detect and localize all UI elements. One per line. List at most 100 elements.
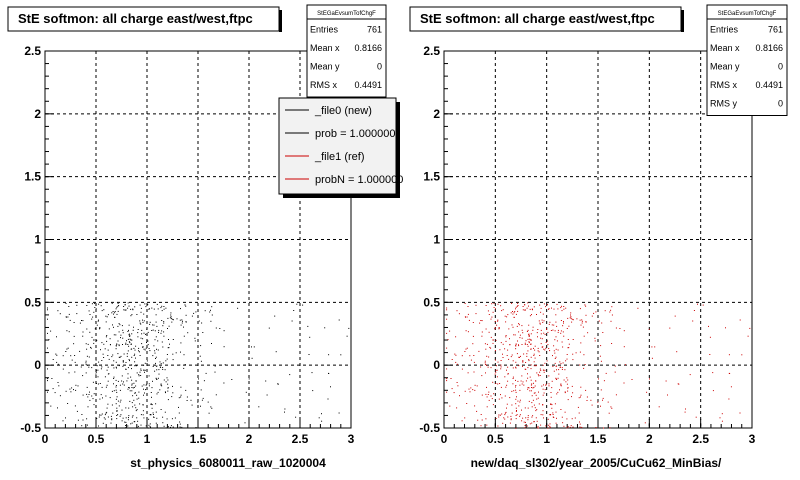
left-data-point	[73, 389, 74, 391]
right-data-point	[563, 425, 565, 427]
right-data-point	[519, 399, 521, 401]
left-data-point	[137, 336, 139, 338]
left-data-point	[161, 320, 163, 321]
right-data-point	[611, 314, 613, 316]
right-data-point	[514, 334, 516, 336]
left-data-point	[205, 372, 207, 374]
right-data-point	[490, 367, 492, 369]
right-data-point	[594, 340, 596, 342]
right-data-point	[527, 388, 529, 390]
left-data-point	[162, 422, 164, 424]
left-data-point	[201, 322, 203, 324]
left-data-point	[145, 333, 146, 335]
left-data-point	[77, 385, 79, 387]
left-data-point	[162, 416, 164, 418]
right-data-point	[519, 389, 521, 391]
left-data-point	[148, 308, 150, 310]
left-data-point	[155, 403, 157, 405]
right-stats-row-value: 0.8166	[755, 43, 783, 53]
right-data-point	[555, 377, 557, 379]
right-data-point	[522, 360, 524, 362]
left-data-point	[101, 413, 103, 415]
right-data-point	[529, 376, 531, 378]
right-data-point	[492, 404, 494, 406]
right-data-point	[454, 353, 456, 355]
right-data-point	[465, 330, 467, 332]
left-data-point	[93, 342, 95, 344]
left-data-point	[291, 320, 293, 322]
left-data-point	[116, 396, 118, 398]
right-data-point	[591, 404, 593, 406]
right-stats-row-value: 0	[778, 62, 783, 72]
right-data-point	[566, 358, 568, 360]
left-data-point	[121, 375, 123, 377]
left-data-point	[150, 426, 151, 428]
right-data-point	[585, 389, 587, 391]
left-data-point	[135, 357, 136, 359]
left-data-point	[57, 310, 59, 312]
left-data-point	[108, 358, 110, 360]
left-data-point	[139, 322, 141, 324]
left-data-point	[112, 412, 114, 414]
left-y-tick-label: 0.5	[24, 295, 41, 309]
left-data-point	[47, 318, 48, 320]
left-data-point	[126, 353, 128, 355]
right-data-point	[484, 362, 486, 364]
right-data-point	[534, 357, 536, 359]
left-data-point	[150, 392, 152, 393]
right-data-point	[708, 325, 709, 327]
right-data-point	[520, 355, 521, 357]
left-data-point	[65, 390, 67, 392]
right-data-point	[547, 418, 549, 420]
right-data-point	[533, 306, 535, 308]
right-data-point	[528, 305, 529, 307]
left-data-point	[76, 410, 78, 412]
right-data-point	[543, 384, 544, 386]
right-data-point	[515, 410, 517, 412]
left-data-point	[117, 340, 119, 342]
left-data-point	[112, 324, 113, 326]
right-data-point	[542, 394, 544, 396]
left-data-point	[95, 350, 97, 352]
right-data-point	[609, 427, 611, 429]
left-data-point	[324, 327, 326, 329]
left-data-point	[142, 410, 144, 412]
left-data-point	[68, 372, 70, 374]
left-data-point	[152, 380, 153, 382]
left-stats-title: StEGaEvsumTofChgF	[317, 11, 376, 17]
left-data-point	[183, 367, 185, 369]
left-data-point	[194, 340, 196, 342]
right-data-point	[526, 355, 528, 357]
left-data-point	[118, 405, 120, 407]
left-data-point	[115, 348, 117, 350]
left-data-point	[141, 329, 143, 331]
right-data-point	[709, 354, 711, 355]
left-data-point	[137, 425, 139, 427]
left-data-point	[153, 308, 155, 310]
left-data-point	[172, 426, 174, 428]
left-data-point	[115, 366, 117, 368]
left-data-point	[106, 316, 108, 318]
right-data-point	[546, 360, 548, 362]
left-data-point	[138, 391, 140, 393]
right-data-point	[479, 322, 481, 324]
right-data-point	[467, 306, 469, 307]
right-data-point	[500, 394, 501, 396]
right-data-point	[504, 414, 506, 416]
left-data-point	[92, 398, 94, 400]
left-data-point	[111, 302, 113, 304]
right-data-point	[562, 325, 564, 327]
left-data-point	[70, 355, 72, 357]
right-data-point	[485, 363, 486, 365]
right-data-point	[689, 374, 691, 376]
right-data-point	[517, 305, 519, 306]
left-data-point	[338, 412, 340, 414]
right-data-point	[487, 394, 489, 395]
right-data-point	[535, 365, 537, 366]
left-data-point	[163, 335, 165, 337]
right-data-point	[549, 321, 551, 323]
left-data-point	[86, 386, 88, 388]
right-data-point	[554, 362, 556, 364]
left-data-point	[87, 343, 89, 345]
right-data-point	[518, 324, 520, 326]
